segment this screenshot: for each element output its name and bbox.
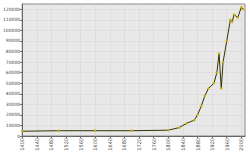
svg-text:1880: 1880 [195, 138, 201, 151]
svg-text:110000: 110000 [3, 17, 20, 22]
svg-text:1680: 1680 [121, 138, 127, 151]
svg-text:1640: 1640 [107, 138, 113, 151]
svg-text:60000: 60000 [6, 70, 20, 75]
svg-text:10000: 10000 [6, 123, 20, 128]
svg-text:1400: 1400 [19, 138, 25, 151]
svg-text:1440: 1440 [34, 138, 40, 151]
svg-text:1560: 1560 [78, 138, 84, 151]
svg-text:80000: 80000 [6, 49, 20, 54]
svg-text:50000: 50000 [6, 81, 20, 86]
svg-text:70000: 70000 [6, 60, 20, 65]
svg-text:1520: 1520 [63, 138, 69, 151]
svg-text:1960: 1960 [224, 138, 230, 151]
svg-text:2000: 2000 [238, 138, 244, 151]
svg-text:0: 0 [17, 134, 20, 139]
svg-text:90000: 90000 [6, 38, 20, 43]
svg-text:30000: 30000 [6, 102, 20, 107]
svg-text:1800: 1800 [165, 138, 171, 151]
svg-text:1480: 1480 [48, 138, 54, 151]
svg-text:120000: 120000 [3, 7, 20, 12]
svg-text:1600: 1600 [92, 138, 98, 151]
svg-text:1760: 1760 [151, 138, 157, 151]
svg-text:1720: 1720 [136, 138, 142, 151]
svg-text:1840: 1840 [180, 138, 186, 151]
svg-text:1920: 1920 [209, 138, 215, 151]
svg-text:40000: 40000 [6, 91, 20, 96]
svg-text:100000: 100000 [3, 28, 20, 33]
svg-text:20000: 20000 [6, 112, 20, 117]
